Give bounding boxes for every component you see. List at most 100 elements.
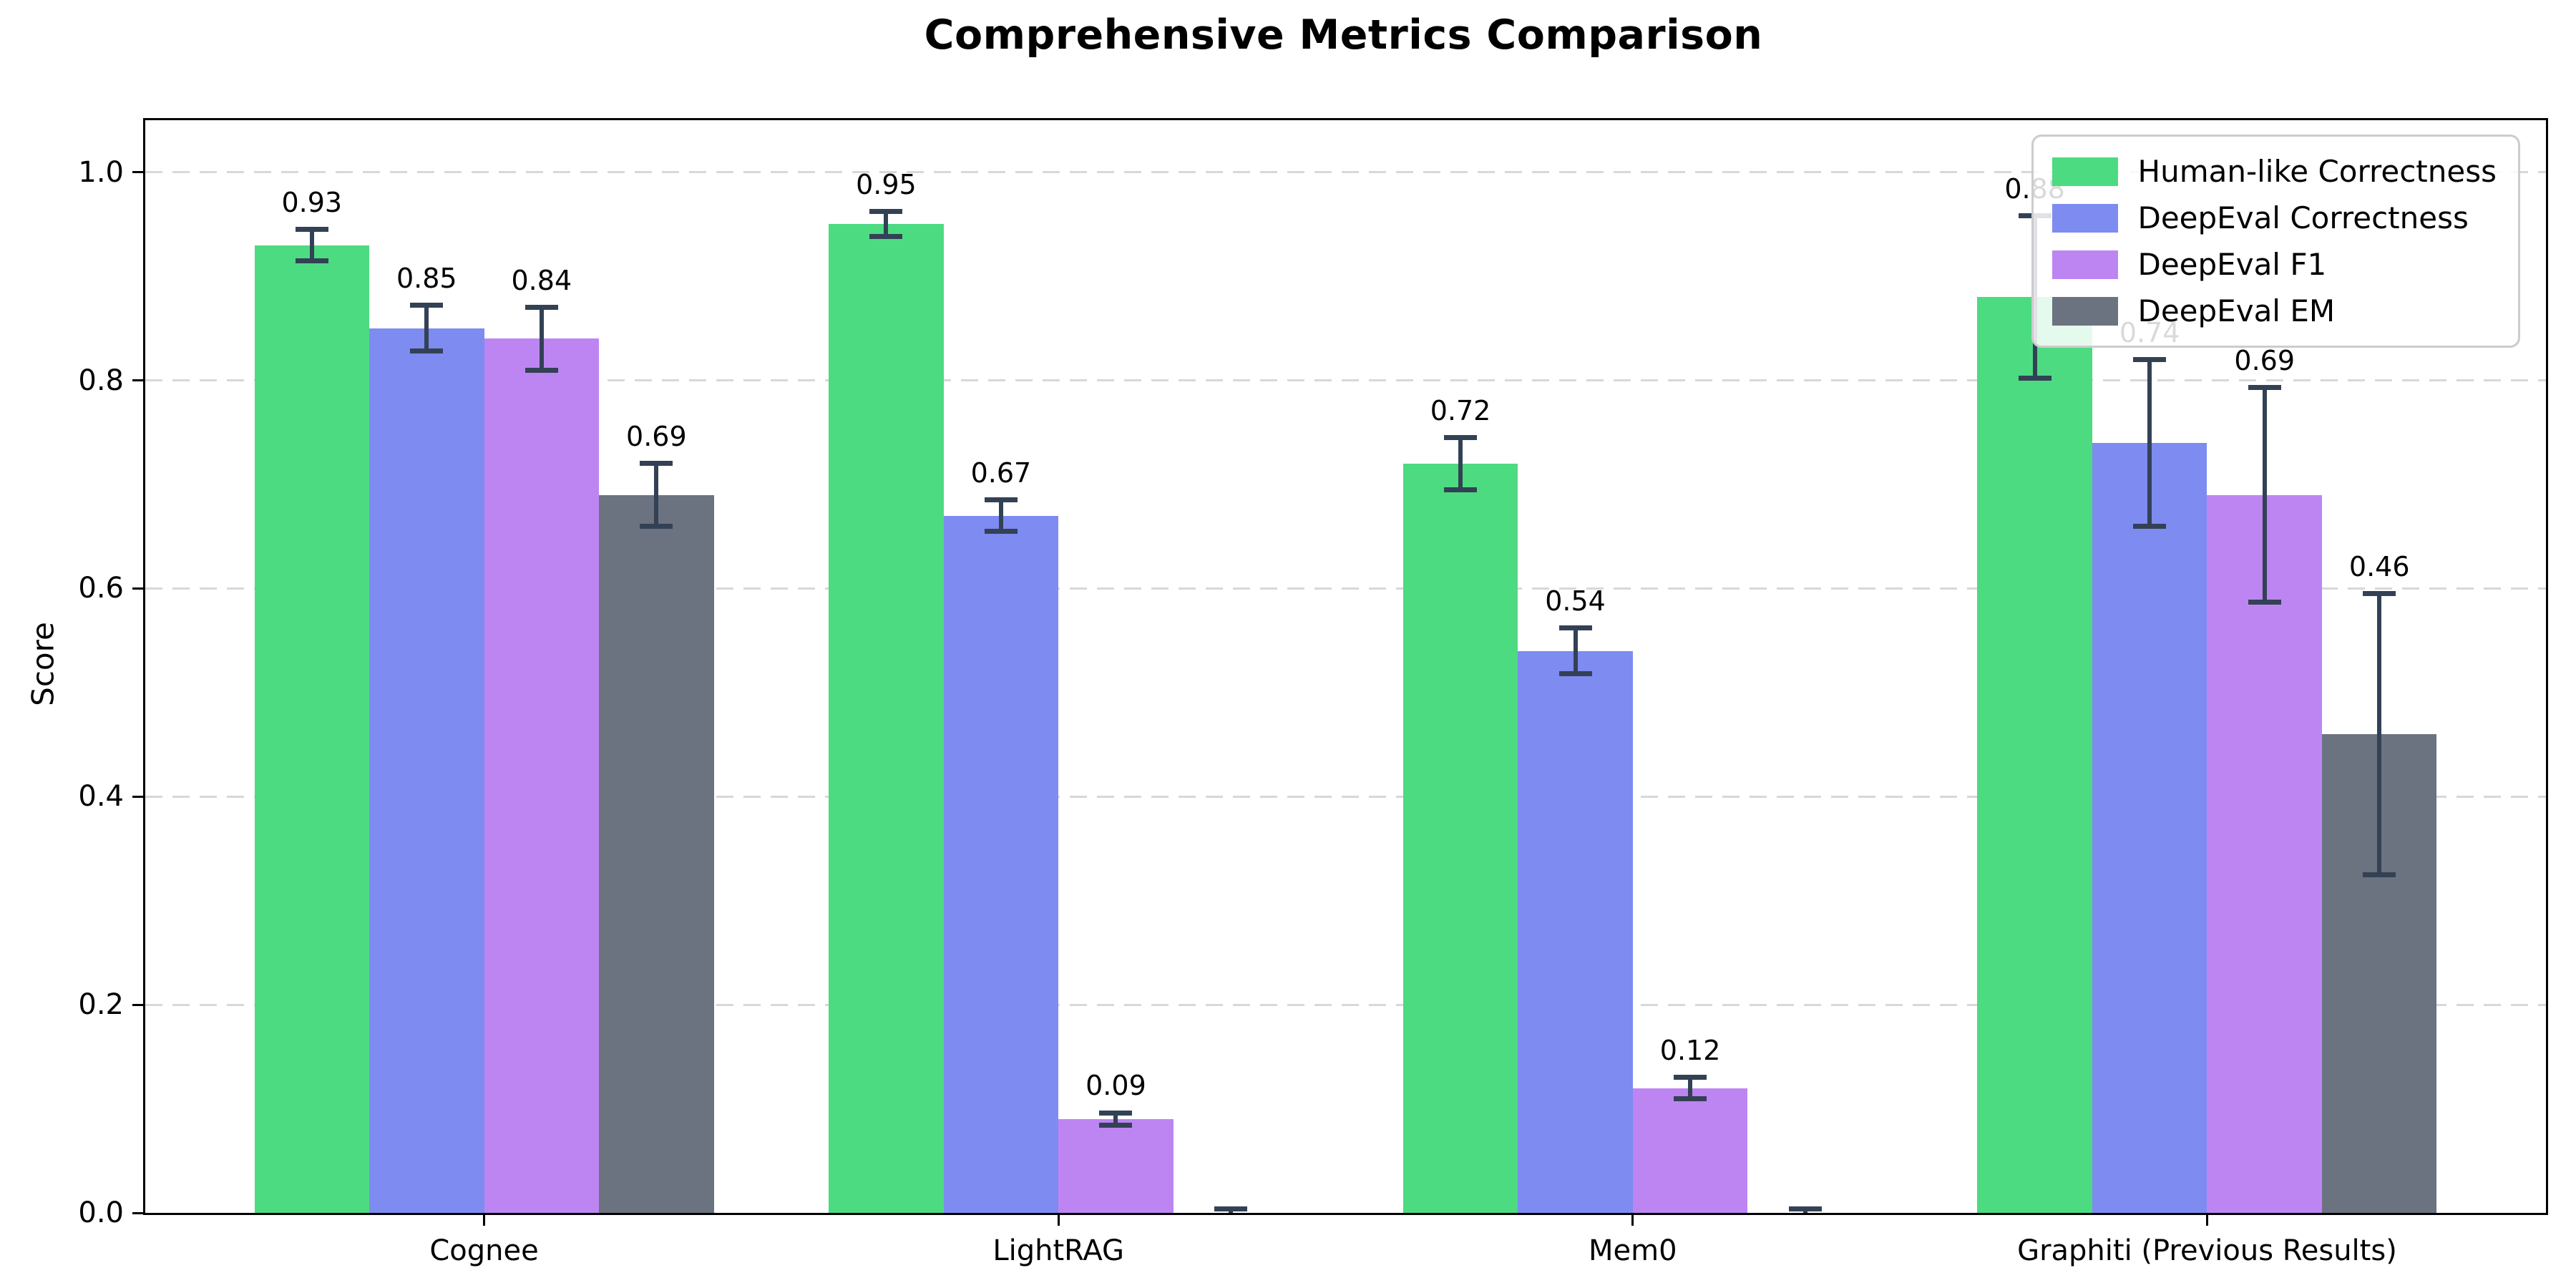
legend-item: DeepEval EM bbox=[2051, 293, 2497, 328]
error-bar bbox=[539, 307, 544, 371]
y-tick-mark bbox=[132, 587, 145, 590]
error-bar-cap-bottom bbox=[2363, 872, 2396, 877]
bar bbox=[484, 338, 600, 1213]
legend-label: Human-like Correctness bbox=[2137, 154, 2497, 189]
error-bar bbox=[884, 212, 889, 237]
y-tick-mark bbox=[132, 1211, 145, 1214]
error-bar bbox=[1458, 437, 1463, 490]
plot-area: 0.930.950.720.880.850.670.540.740.840.09… bbox=[78, 118, 2548, 1267]
y-tick-label: 0.6 bbox=[78, 572, 124, 605]
legend-item: DeepEval Correctness bbox=[2051, 200, 2497, 235]
error-bar-cap-bottom bbox=[2018, 376, 2051, 381]
bar bbox=[1402, 463, 1518, 1213]
y-tick-label: 0.0 bbox=[78, 1196, 124, 1229]
bar bbox=[1977, 297, 2092, 1213]
y-tick-label: 0.4 bbox=[78, 780, 124, 814]
error-bar-cap-top bbox=[1674, 1075, 1707, 1080]
error-bar bbox=[309, 229, 314, 261]
error-bar bbox=[998, 499, 1003, 532]
legend: Human-like Correctness DeepEval Correctne… bbox=[2031, 135, 2520, 348]
y-tick-label: 1.0 bbox=[78, 155, 124, 189]
error-bar-cap-top bbox=[1558, 625, 1592, 631]
error-bar-cap-top bbox=[869, 209, 903, 215]
y-tick-mark bbox=[132, 795, 145, 798]
legend-swatch bbox=[2051, 250, 2118, 279]
error-bar-cap-bottom bbox=[1558, 671, 1592, 677]
y-tick-label: 0.8 bbox=[78, 364, 124, 397]
error-bar bbox=[1573, 628, 1578, 674]
bar-value-label: 0.72 bbox=[1430, 394, 1491, 426]
y-tick-mark bbox=[132, 379, 145, 382]
legend-label: DeepEval Correctness bbox=[2137, 200, 2469, 235]
legend-label: DeepEval EM bbox=[2137, 293, 2336, 328]
bar-value-label: 0.93 bbox=[281, 186, 343, 218]
error-bar-cap-bottom bbox=[869, 234, 903, 240]
error-bar bbox=[654, 463, 659, 527]
bar-value-label: 0.09 bbox=[1085, 1070, 1146, 1102]
x-tick-mark bbox=[483, 1213, 486, 1226]
error-bar-cap-bottom bbox=[2133, 523, 2167, 529]
error-bar-cap-bottom bbox=[410, 348, 444, 354]
error-bar-cap-top bbox=[295, 227, 328, 233]
error-bar bbox=[2147, 359, 2152, 527]
legend-swatch bbox=[2051, 157, 2118, 186]
x-category-label: LightRAG bbox=[992, 1234, 1124, 1267]
legend-label: DeepEval F1 bbox=[2137, 247, 2327, 282]
x-category-label: Graphiti (Previous Results) bbox=[2017, 1234, 2397, 1267]
gridline bbox=[145, 587, 2546, 590]
error-bar-cap-bottom bbox=[1099, 1123, 1133, 1128]
error-bar-cap-top bbox=[2363, 591, 2396, 597]
bar bbox=[2092, 442, 2207, 1213]
bar bbox=[599, 494, 714, 1213]
x-category-label: Mem0 bbox=[1589, 1234, 1677, 1267]
error-bar-cap-top bbox=[1444, 435, 1478, 441]
error-bar-cap-top bbox=[525, 305, 558, 311]
gridline bbox=[145, 171, 2546, 174]
x-tick-mark bbox=[1057, 1213, 1060, 1226]
bar bbox=[1058, 1119, 1174, 1213]
bar-value-label: 0.95 bbox=[856, 168, 917, 200]
error-bar-cap-top bbox=[1214, 1206, 1247, 1211]
x-category-label: Cognee bbox=[429, 1234, 539, 1267]
error-bar-cap-top bbox=[984, 497, 1018, 503]
x-tick-mark bbox=[1631, 1213, 1634, 1226]
legend-item: DeepEval F1 bbox=[2051, 247, 2497, 282]
bar bbox=[829, 224, 944, 1213]
error-bar-cap-bottom bbox=[1444, 487, 1478, 492]
bar-value-label: 0.69 bbox=[2234, 344, 2296, 376]
error-bar bbox=[2377, 593, 2382, 875]
bar bbox=[1632, 1088, 1748, 1213]
gridline bbox=[145, 1003, 2546, 1006]
legend-swatch bbox=[2051, 296, 2118, 326]
error-bar-cap-top bbox=[410, 303, 444, 308]
bar bbox=[1518, 650, 1633, 1213]
error-bar-cap-bottom bbox=[2248, 599, 2281, 605]
gridline bbox=[145, 795, 2546, 798]
x-tick-mark bbox=[2205, 1213, 2208, 1226]
bar-value-label: 0.46 bbox=[2348, 550, 2410, 582]
bar bbox=[254, 245, 370, 1213]
error-bar bbox=[424, 305, 429, 351]
bar bbox=[943, 515, 1059, 1213]
chart-title: Comprehensive Metrics Comparison bbox=[924, 11, 1763, 59]
y-tick-mark bbox=[132, 171, 145, 174]
y-tick-mark bbox=[132, 1003, 145, 1006]
legend-item: Human-like Correctness bbox=[2051, 154, 2497, 189]
y-axis-label: Score bbox=[25, 622, 61, 706]
bar-value-label: 0.12 bbox=[1659, 1034, 1721, 1066]
error-bar-cap-bottom bbox=[295, 258, 328, 263]
error-bar-cap-top bbox=[2133, 357, 2167, 362]
error-bar-cap-bottom bbox=[640, 523, 673, 529]
y-tick-label: 0.2 bbox=[78, 988, 124, 1022]
bar-value-label: 0.67 bbox=[970, 457, 1032, 489]
bar-value-label: 0.84 bbox=[511, 264, 572, 296]
error-bar-cap-top bbox=[1099, 1110, 1133, 1116]
error-bar bbox=[2262, 387, 2267, 602]
gridline bbox=[145, 379, 2546, 382]
error-bar bbox=[1113, 1113, 1118, 1126]
error-bar bbox=[1688, 1077, 1693, 1099]
error-bar-cap-top bbox=[2248, 385, 2281, 391]
error-bar-cap-bottom bbox=[984, 528, 1018, 534]
legend-swatch bbox=[2051, 203, 2118, 233]
